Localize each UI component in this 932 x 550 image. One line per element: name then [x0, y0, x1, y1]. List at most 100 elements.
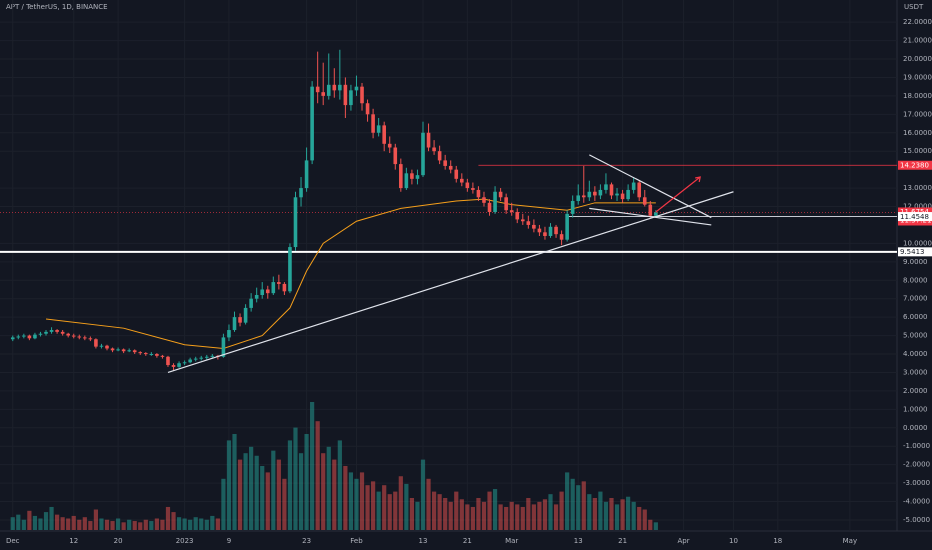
candle-body [49, 330, 54, 332]
volume-bar [515, 504, 520, 530]
y-tick-label: 4.0000 [903, 350, 928, 358]
candle-body [155, 354, 159, 356]
candle-body [99, 345, 104, 347]
volume-bar [481, 501, 487, 530]
y-tick-label: 1.0000 [903, 405, 928, 413]
volume-bar [60, 517, 65, 530]
candle-body [249, 298, 253, 308]
candle-body [55, 330, 59, 332]
volume-bar [310, 402, 315, 530]
volume-bar [221, 478, 226, 530]
volume-bar [537, 501, 542, 530]
candle-body [648, 204, 653, 216]
candle-body [88, 338, 93, 340]
candle-body [559, 234, 564, 240]
trend-line [167, 191, 734, 374]
x-tick-label: Dec [6, 537, 20, 545]
volume-bar [226, 440, 232, 530]
volume-bar [160, 519, 165, 530]
volume-bar [82, 517, 87, 530]
candle-body [304, 160, 309, 189]
candle-body [10, 337, 15, 340]
volume-bar [104, 519, 110, 530]
candle-body [426, 132, 431, 148]
candle-body [310, 86, 314, 161]
candle-body [520, 219, 525, 222]
x-tick-label: 2023 [176, 537, 194, 545]
candle-body [360, 86, 364, 104]
volume-bar [249, 446, 254, 530]
candle-body [465, 182, 470, 189]
volume-bar [470, 506, 475, 530]
volume-bar [348, 472, 354, 530]
volume-bar [254, 455, 259, 530]
y-tick-label: -3.0000 [903, 479, 930, 487]
y-tick-label: -4.0000 [903, 498, 930, 506]
volume-bar [154, 518, 159, 530]
candle-body [127, 350, 131, 352]
y-tick-label: 8.0000 [903, 276, 928, 284]
volume-bar [587, 494, 592, 530]
candle-body [232, 317, 237, 331]
candle-body [282, 283, 287, 292]
candle-body [16, 336, 21, 338]
y-tick-label: 15.0000 [903, 147, 932, 155]
candle-body [166, 356, 170, 366]
volume-bar [454, 491, 459, 530]
y-tick-label: 16.0000 [903, 129, 932, 137]
candle-body [432, 147, 436, 152]
candle-body [60, 331, 65, 334]
candle-body [598, 189, 603, 196]
volume-bar [365, 485, 370, 530]
candle-body [105, 345, 109, 349]
volume-bar [448, 501, 453, 530]
y-tick-label: 5.0000 [903, 332, 928, 340]
volume-bar [243, 453, 248, 530]
candle-body [132, 350, 137, 353]
candle-body [271, 282, 276, 294]
volume-bar [210, 515, 215, 530]
volume-bar [620, 499, 625, 530]
volume-bar [176, 517, 182, 530]
candle-body [188, 359, 192, 363]
candle-body [315, 86, 320, 93]
candle-body [77, 336, 82, 338]
volume-bar [337, 440, 342, 530]
candle-body [349, 90, 353, 106]
volume-bar [498, 504, 503, 530]
volume-bar [443, 498, 448, 530]
candle-body [548, 226, 553, 236]
candle-body [144, 353, 148, 355]
y-tick-label: 19.0000 [903, 73, 932, 81]
x-tick-label: 13 [419, 537, 428, 545]
candle-body [554, 226, 558, 235]
candle-body [149, 354, 154, 355]
candle-body [243, 307, 248, 323]
candle-body [160, 355, 165, 357]
candle-body [332, 84, 337, 91]
volume-bar [282, 478, 287, 530]
volume-bar [415, 501, 420, 530]
volume-bar [304, 434, 309, 530]
volume-bar [592, 498, 597, 530]
currency: USDT [904, 3, 924, 11]
volume-bar [10, 517, 15, 530]
candle-body [404, 173, 409, 189]
volume-bar [71, 515, 76, 530]
candle-body [454, 169, 459, 179]
candle-body [265, 289, 270, 294]
candle-body [254, 295, 259, 299]
candle-body [476, 189, 481, 198]
candle-body [121, 349, 126, 352]
candle-body [498, 191, 503, 198]
y-tick-label: 10.0000 [903, 239, 932, 247]
candle-body [227, 330, 231, 338]
volume-bar [409, 498, 415, 530]
candle-body [415, 175, 420, 179]
candle-body [565, 213, 569, 240]
candle-body [293, 197, 298, 248]
volume-bar [542, 499, 548, 530]
candle-body [288, 247, 292, 292]
candle-body [94, 339, 98, 347]
